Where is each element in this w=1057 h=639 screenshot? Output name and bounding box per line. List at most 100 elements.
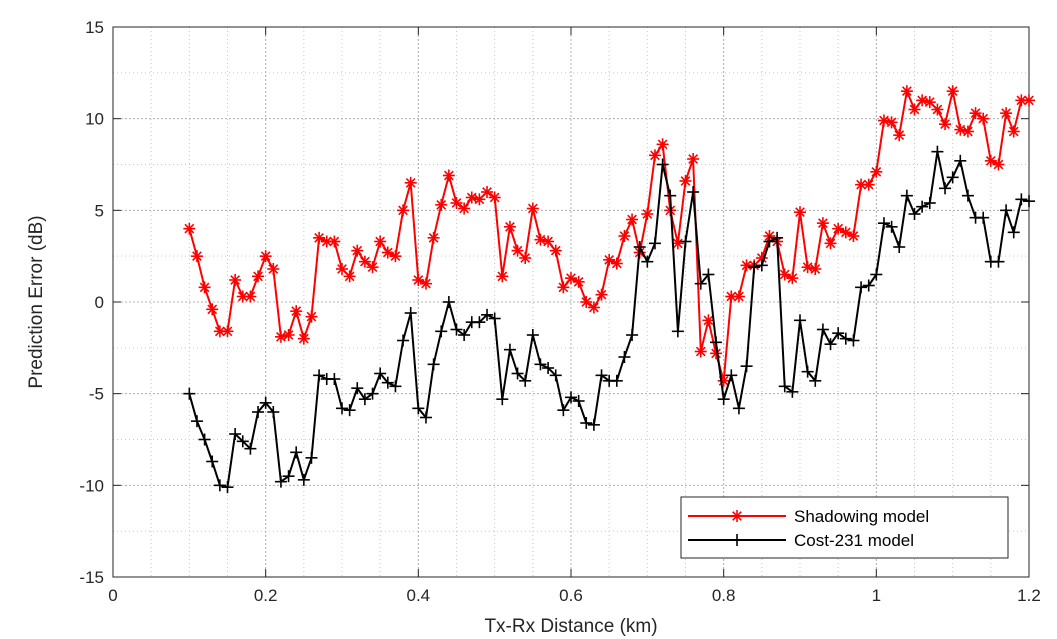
marker-stroke [1024,95,1034,106]
data-point-shadowing-model [893,129,906,142]
data-point-shadowing-model [511,244,524,257]
series-cost-231-model [183,145,1035,494]
data-point-shadowing-model [366,261,379,274]
x-tick-label: 1.2 [1017,586,1041,605]
x-tick-labels: 0 0.2 0.4 0.6 0.8 1 1.2 [108,586,1041,605]
data-point-cost-231-model [732,402,745,415]
data-point-cost-231-model [778,380,791,393]
data-point-shadowing-model [656,138,669,151]
marker-stroke [650,150,660,161]
data-point-cost-231-model [916,200,929,213]
marker-stroke [672,238,683,249]
x-tick-label: 0 [108,586,117,605]
data-point-cost-231-model [206,455,219,468]
data-point-shadowing-model [542,235,555,248]
axes [112,26,1030,578]
marker-stroke [214,326,225,337]
data-point-cost-231-model [702,268,715,281]
marker-stroke [314,232,324,243]
data-point-cost-231-model [343,404,356,417]
x-tick-label: 0.2 [254,586,278,605]
x-tick-label: 0.6 [559,586,583,605]
data-point-cost-231-model [290,446,303,459]
marker-stroke [863,179,874,190]
data-point-cost-231-model [221,481,234,494]
marker-stroke [474,194,485,205]
data-point-cost-231-model [297,473,310,486]
data-point-shadowing-model [809,263,822,275]
y-tick-label: -15 [79,568,104,587]
data-point-shadowing-model [1000,107,1013,120]
data-point-shadowing-model [969,107,982,120]
marker-stroke [405,177,416,188]
marker-stroke [337,264,347,274]
data-point-shadowing-model [397,204,410,217]
marker-stroke [703,315,714,326]
marker-stroke [489,192,500,203]
data-point-cost-231-model [282,470,295,483]
marker-stroke [245,291,256,302]
data-point-cost-231-model [648,237,661,250]
marker-stroke [1016,95,1027,106]
marker-stroke [192,251,202,262]
marker-stroke [833,223,844,234]
legend-item-cost-231-model: Cost-231 model [688,531,914,550]
marker-stroke [726,291,737,302]
data-point-cost-231-model [511,367,524,380]
data-point-cost-231-model [1023,195,1035,208]
data-point-cost-231-model [939,182,952,195]
data-point-shadowing-model [358,255,371,268]
marker-stroke [695,346,706,357]
marker-stroke [901,86,912,97]
data-point-shadowing-model [229,274,242,286]
data-point-cost-231-model [1007,226,1020,239]
data-point-shadowing-model [259,250,272,263]
data-point-cost-231-model [786,385,799,398]
data-point-shadowing-model [473,193,486,206]
data-point-cost-231-model [992,255,1005,268]
data-point-cost-231-model [816,323,829,336]
data-point-cost-231-model [946,171,959,184]
marker-stroke [627,214,637,225]
x-tick-label: 0.4 [407,586,431,605]
data-point-shadowing-model [885,116,898,129]
data-point-shadowing-model [450,197,463,209]
marker-stroke [451,198,462,208]
marker-stroke [360,256,370,267]
data-point-cost-231-model [824,338,837,351]
marker-stroke [604,254,615,265]
data-point-shadowing-model [183,222,196,235]
marker-stroke [222,326,233,337]
data-point-shadowing-model [442,169,455,182]
marker-stroke [505,221,515,232]
marker-stroke [932,104,943,115]
legend-swatch-marker [731,534,743,546]
data-point-cost-231-model [198,433,211,446]
marker-stroke [398,205,408,216]
data-point-cost-231-model [900,189,913,202]
data-point-cost-231-model [771,231,784,244]
marker-stroke [329,236,340,247]
data-point-shadowing-model [946,85,959,98]
legend-item-shadowing-model: Shadowing model [688,507,929,526]
data-point-shadowing-model [534,233,547,246]
legend-swatch-marker [731,510,743,522]
marker-stroke [527,203,538,214]
data-point-cost-231-model [626,329,639,341]
data-point-cost-231-model [229,428,242,440]
data-point-shadowing-model [702,314,715,327]
data-point-cost-231-model [458,329,471,341]
data-point-cost-231-model [954,154,967,167]
data-point-cost-231-model [534,358,547,371]
marker-stroke [688,154,699,164]
data-point-cost-231-model [587,418,600,431]
data-point-cost-231-model [213,479,226,492]
data-point-cost-231-model [549,369,562,382]
data-point-cost-231-model [557,404,570,417]
data-point-shadowing-model [389,250,402,263]
data-point-shadowing-model [1023,94,1035,107]
data-point-shadowing-model [427,231,440,244]
marker-stroke [344,271,355,282]
data-point-shadowing-model [641,208,654,220]
data-point-shadowing-model [343,270,356,283]
